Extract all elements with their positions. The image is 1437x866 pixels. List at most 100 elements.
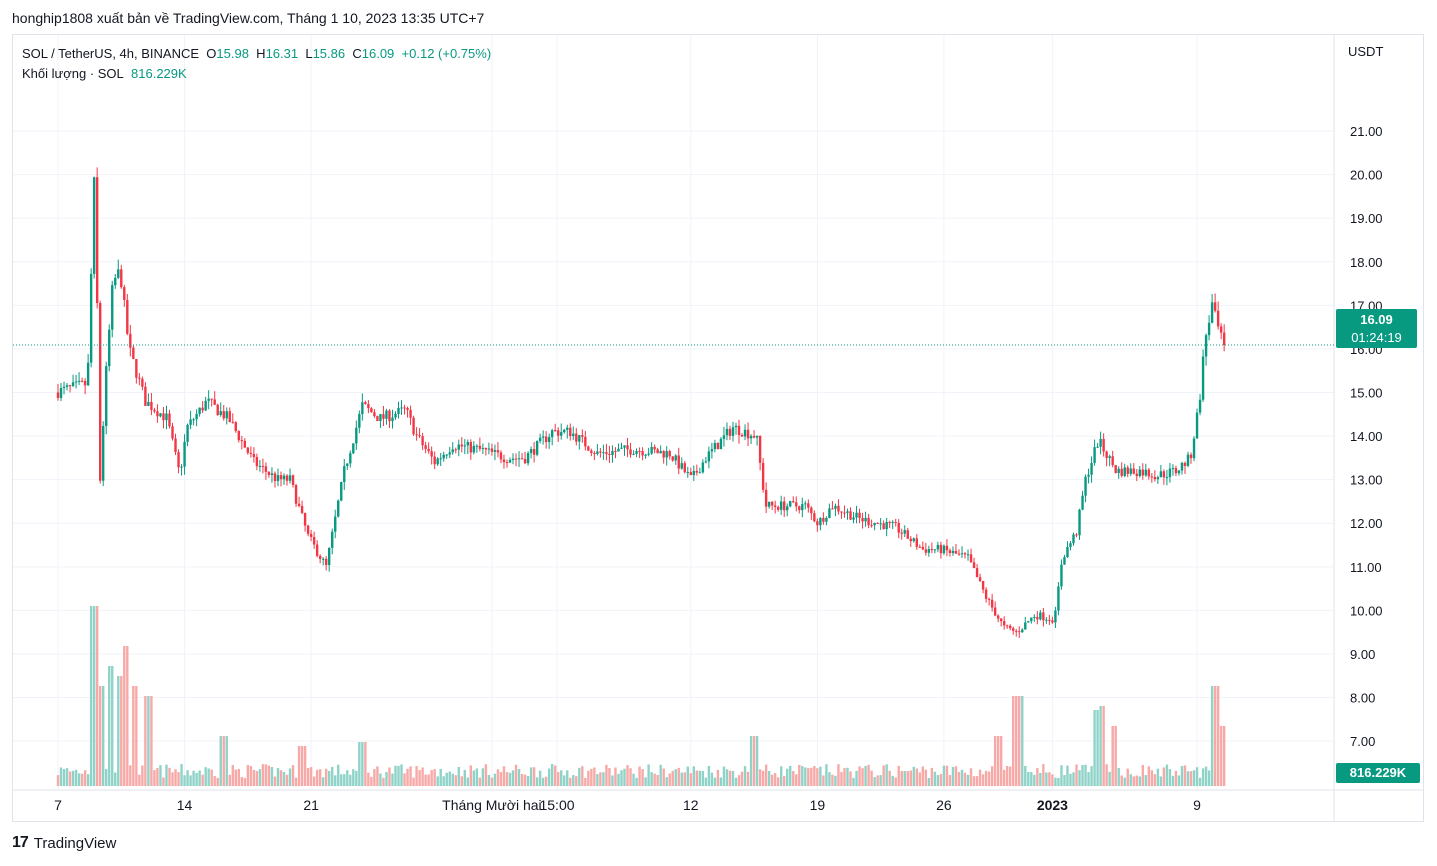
candle-body — [382, 414, 385, 419]
volume-bar — [156, 768, 159, 786]
candle-body — [786, 506, 789, 511]
volume-bar — [852, 777, 855, 786]
candle-body — [297, 503, 301, 506]
candle-body — [828, 508, 831, 518]
volume-bar — [502, 766, 506, 786]
volume-bar — [755, 736, 759, 786]
candle-body — [981, 580, 985, 590]
volume-bar — [725, 769, 729, 786]
volume-bar — [554, 765, 557, 786]
volume-bar — [86, 774, 90, 786]
candle-body — [117, 269, 120, 278]
candle-body — [770, 501, 774, 506]
legend-close-label: C — [352, 46, 362, 61]
volume-bar — [1129, 774, 1132, 786]
chart-frame[interactable] — [12, 34, 1424, 822]
volume-bar — [198, 770, 201, 786]
volume-bar — [201, 774, 204, 786]
volume-bar — [584, 777, 587, 786]
volume-bar — [656, 774, 659, 786]
volume-bar — [92, 606, 96, 786]
footer-brand[interactable]: 17 TradingView — [12, 834, 116, 852]
candle-body — [1099, 438, 1102, 447]
volume-bar — [891, 775, 894, 786]
candle-body — [1093, 447, 1096, 463]
volume-bar — [1066, 765, 1069, 786]
candle-body — [216, 404, 219, 416]
candle-body — [789, 501, 792, 507]
candle-body — [816, 521, 819, 526]
volume-bar — [1012, 696, 1015, 786]
volume-bar — [1075, 764, 1078, 786]
candle-body — [710, 449, 714, 452]
candle-body — [445, 454, 448, 456]
candle-body — [210, 398, 213, 400]
volume-bar — [141, 765, 144, 786]
x-tick-label: 12 — [683, 797, 699, 813]
candle-body — [406, 408, 409, 410]
volume-bar — [1027, 771, 1030, 786]
candle-body — [1135, 473, 1138, 477]
candle-body — [1108, 456, 1111, 459]
candle-body — [192, 419, 195, 421]
candle-body — [978, 577, 982, 581]
candle-body — [303, 512, 307, 526]
volume-bar — [364, 742, 367, 786]
candle-body — [680, 463, 683, 469]
x-tick-label: 14 — [177, 797, 193, 813]
candle-body — [1096, 446, 1099, 448]
candle-body — [309, 533, 313, 537]
volume-bar — [535, 777, 539, 786]
volume-bar — [855, 770, 858, 786]
legend-high-label: H — [256, 46, 266, 61]
volume-bar — [1183, 765, 1187, 786]
candle-body — [764, 489, 768, 507]
volume-bar — [647, 764, 650, 786]
volume-bar — [337, 764, 340, 786]
candle-body — [1072, 534, 1075, 544]
candle-body — [686, 472, 689, 474]
candle-body — [1201, 356, 1205, 400]
volume-bar — [942, 765, 946, 786]
y-tick-label: 11.00 — [1350, 560, 1382, 575]
candle-body — [563, 429, 566, 433]
volume-bar — [388, 767, 391, 786]
volume-bar — [593, 767, 596, 786]
candle-body — [849, 511, 852, 520]
candle-body — [132, 347, 135, 360]
candle-body — [541, 436, 545, 438]
candle-body — [385, 410, 388, 419]
candle-body — [1012, 628, 1015, 631]
volume-bar — [734, 777, 738, 786]
candle-body — [538, 437, 542, 442]
candle-body — [312, 536, 316, 545]
volume-bar — [632, 773, 635, 786]
candle-body — [984, 589, 988, 599]
legend-volume-label[interactable]: Khối lượng · SOL — [22, 66, 124, 81]
volume-bar — [740, 771, 744, 786]
volume-bar — [490, 777, 494, 786]
volume-bar — [273, 776, 277, 786]
candle-body — [972, 562, 976, 569]
candle-body — [668, 451, 671, 457]
candle-body — [439, 458, 442, 460]
candle-body — [147, 401, 150, 406]
volume-bar — [1051, 774, 1054, 786]
candle-body — [1114, 465, 1117, 474]
candle-body — [394, 413, 397, 418]
volume-bar — [135, 686, 138, 786]
volume-bar — [340, 774, 343, 786]
candle-body — [698, 472, 702, 474]
candle-body — [1219, 326, 1223, 333]
volume-bar — [397, 765, 400, 786]
legend-symbol[interactable]: SOL / TetherUS, 4h, BINANCE — [22, 46, 200, 61]
volume-bar — [529, 767, 533, 786]
volume-bar — [1216, 686, 1220, 786]
candle-body — [776, 506, 780, 510]
candle-body — [415, 434, 418, 436]
candle-body — [153, 409, 156, 412]
volume-bar — [126, 646, 129, 786]
candle-body — [150, 401, 153, 410]
candle-body — [1102, 438, 1105, 452]
